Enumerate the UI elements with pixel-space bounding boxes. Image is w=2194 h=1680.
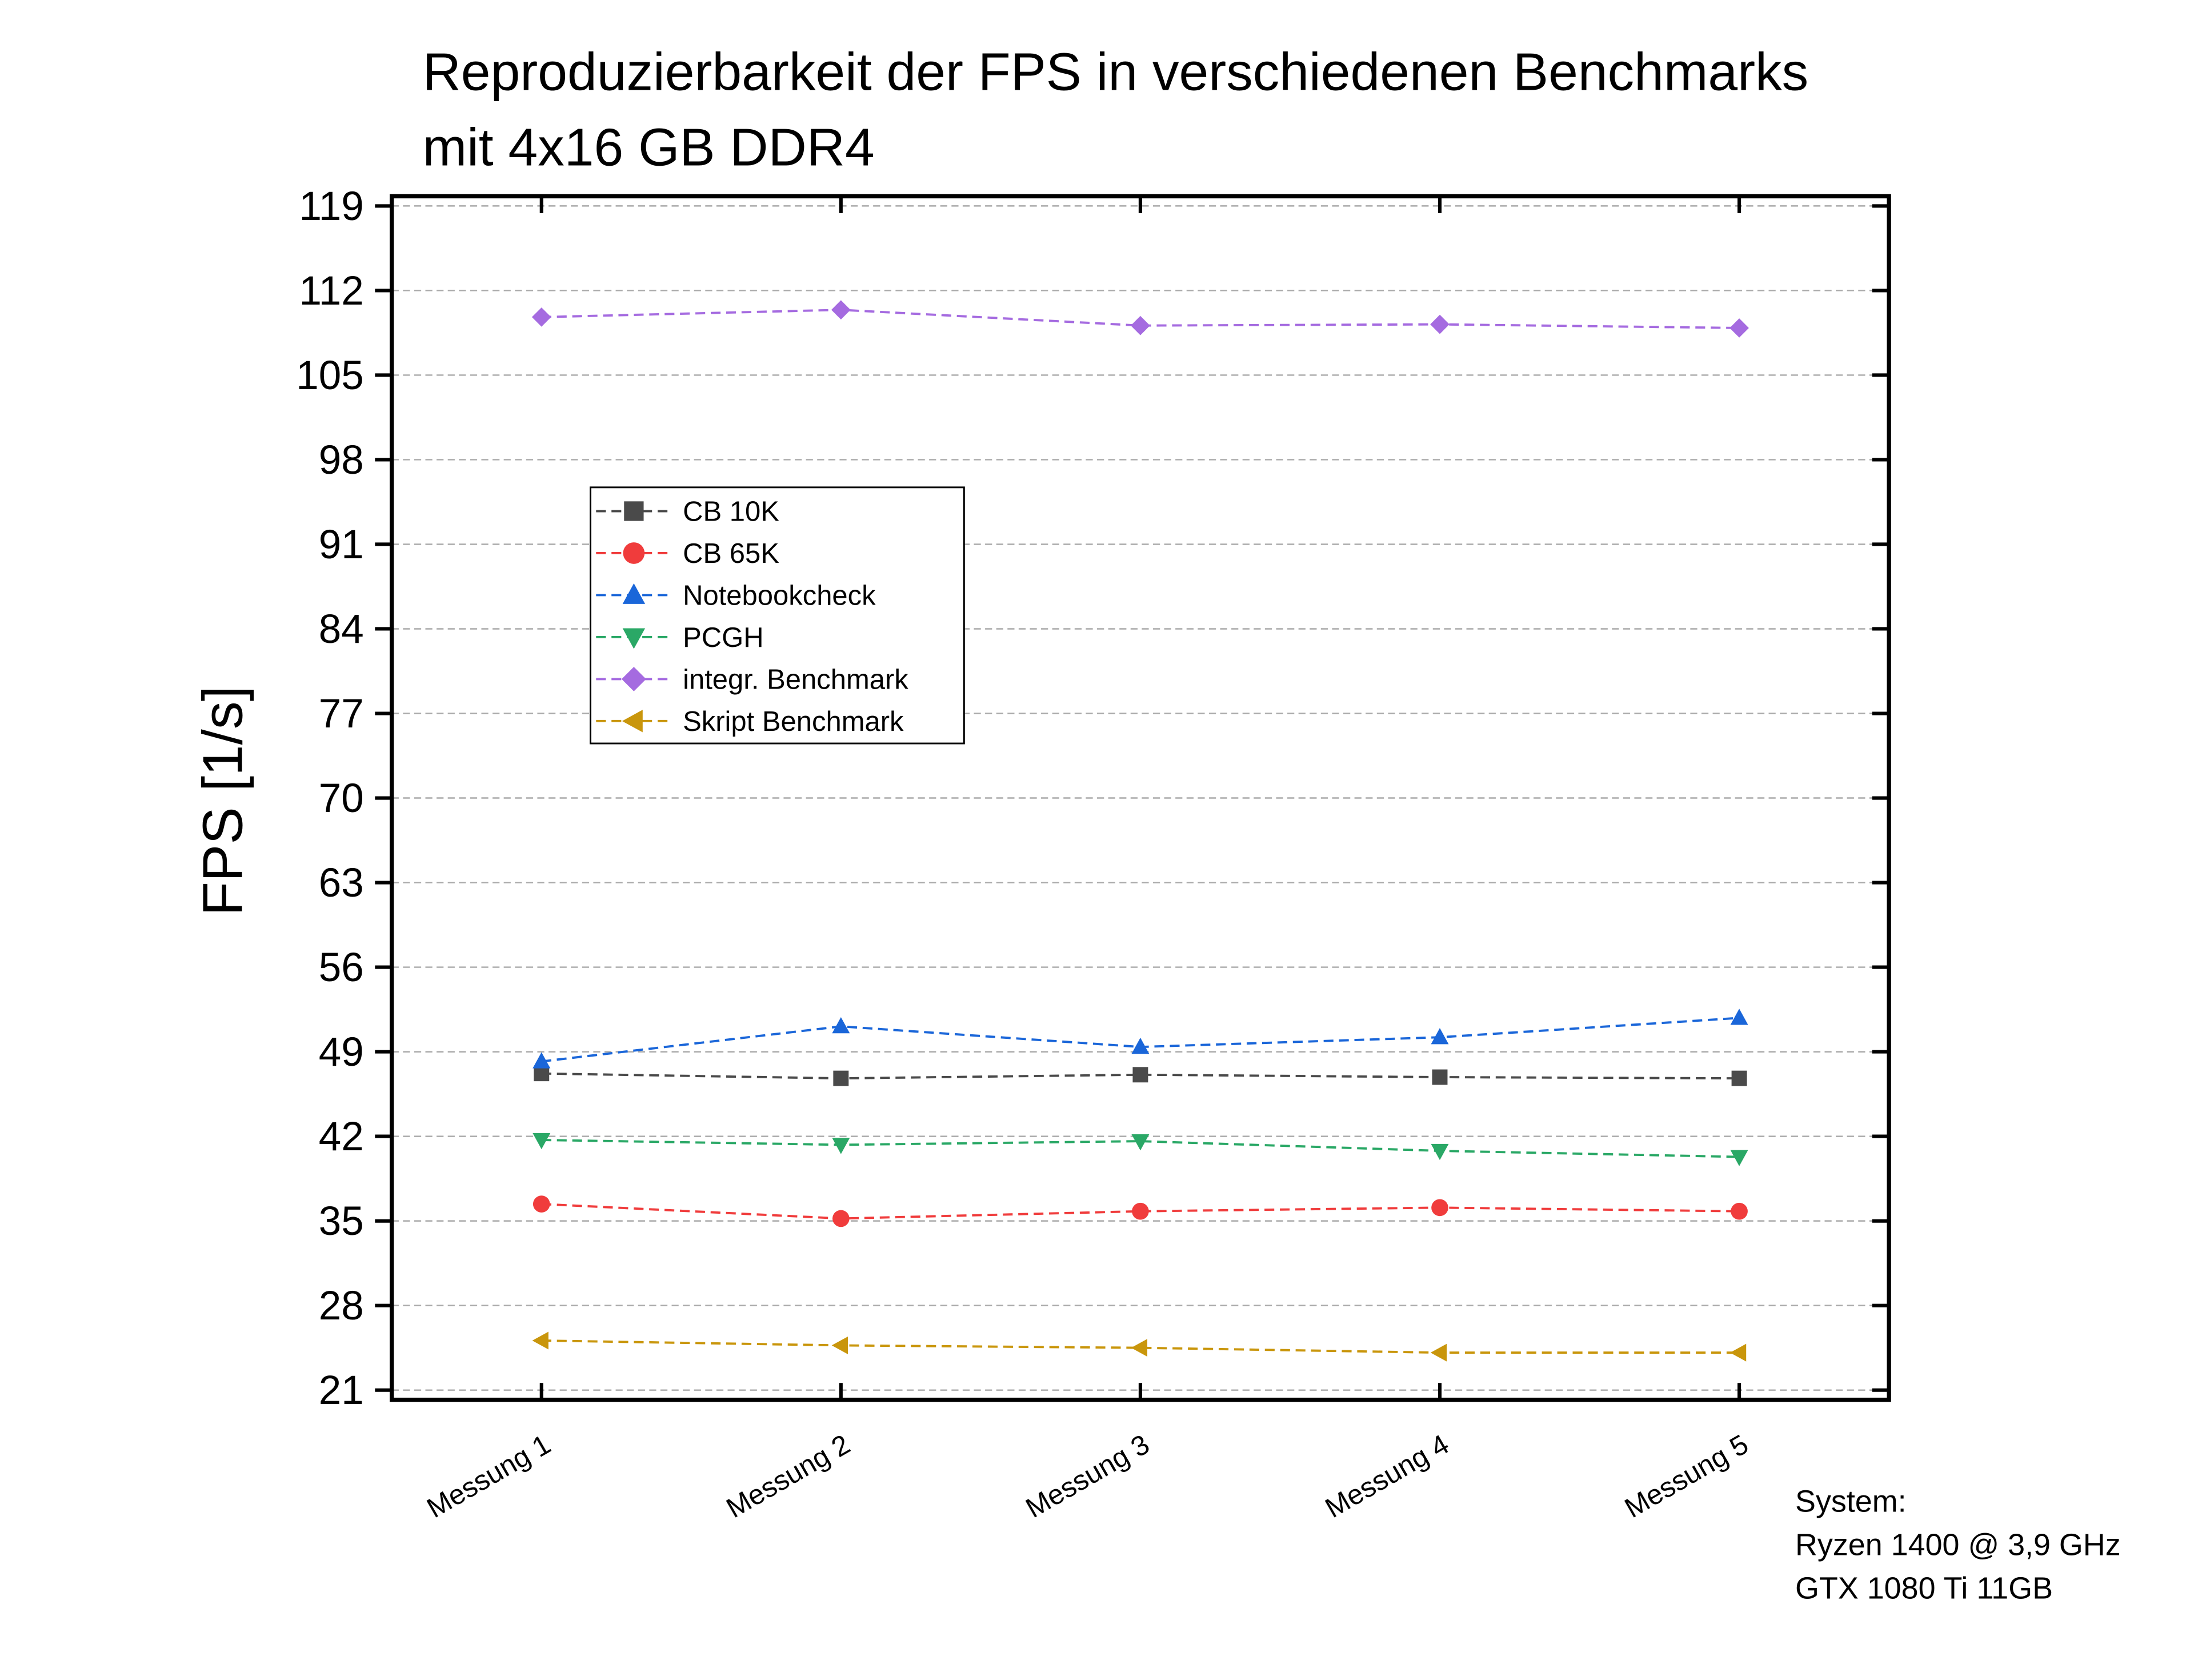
marker [1131,315,1150,335]
marker [1431,1199,1448,1217]
y-tick-label: 77 [319,691,364,737]
marker [832,1210,850,1227]
marker [533,1052,551,1069]
y-tick-label: 63 [319,861,364,906]
annotation: System: [1795,1485,1907,1519]
marker [1431,1028,1449,1045]
legend-marker [622,628,646,649]
legend-marker [621,666,646,691]
chart-title: Reproduzierbarkeit der FPS in verschiede… [423,42,1809,101]
y-axis-label: FPS [1/s] [191,686,254,916]
y-tick-label: 49 [319,1030,364,1075]
legend-box [590,486,965,745]
y-tick-label: 119 [299,184,364,229]
legend-marker [622,710,643,733]
marker [533,1133,551,1150]
y-tick-label: 98 [319,438,364,483]
chart-title: mit 4x16 GB DDR4 [423,118,875,177]
marker [1431,1143,1449,1161]
marker [533,1195,550,1213]
legend-marker [624,501,644,521]
annotation: Ryzen 1400 @ 3,9 GHz [1795,1527,2121,1562]
marker [1730,1150,1748,1166]
marker [833,1070,849,1086]
marker [832,1017,850,1034]
y-tick-label: 112 [299,269,364,314]
y-tick-label: 91 [319,522,364,567]
marker [831,1336,848,1354]
legend-label: Notebookcheck [683,581,876,611]
legend-label: PCGH [683,622,763,653]
marker [1731,1070,1747,1086]
legend-label: Skript Benchmark [683,706,904,737]
legend-label: integr. Benchmark [683,665,908,695]
legend-label: CB 65K [683,538,779,569]
marker [1131,1134,1150,1151]
y-tick-label: 42 [319,1114,364,1159]
marker [831,300,851,320]
legend-label: CB 10K [683,497,779,527]
marker [531,307,551,327]
marker [1430,314,1450,334]
marker [1131,1037,1150,1054]
marker [1131,1339,1148,1357]
y-tick-label: 35 [319,1199,364,1244]
marker [1730,1009,1748,1025]
legend-marker [622,583,646,604]
marker [1132,1202,1149,1220]
marker [532,1331,548,1350]
y-tick-label: 70 [319,776,364,821]
y-tick-label: 56 [319,945,364,990]
marker [534,1066,550,1082]
y-tick-label: 21 [319,1368,364,1413]
y-tick-label: 28 [319,1283,364,1329]
annotation: GTX 1080 Ti 11GB [1795,1571,2053,1605]
marker [1729,1343,1747,1362]
marker [1132,1067,1148,1083]
marker [1430,1343,1447,1362]
y-tick-label: 105 [296,353,364,398]
marker [1729,318,1749,338]
marker [832,1138,850,1154]
y-tick-label: 84 [319,607,364,652]
legend-marker [623,542,645,564]
marker [1432,1069,1448,1085]
marker [1731,1202,1748,1220]
